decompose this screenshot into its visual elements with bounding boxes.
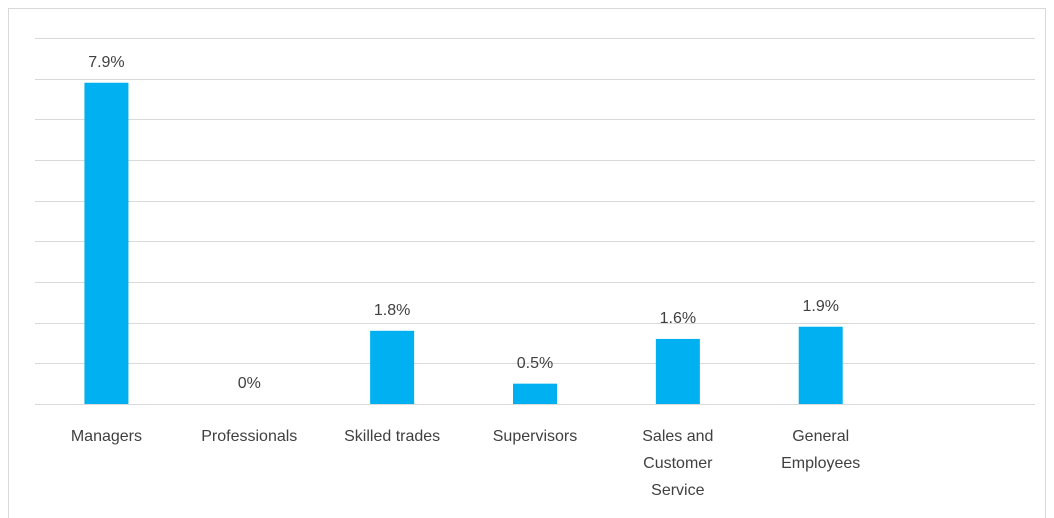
x-tick-label: Supervisors [492,428,578,445]
x-tick-label: Sales and Customer Service [642,428,714,499]
x-tick-label: Skilled trades [344,428,441,445]
data-label: 0.5% [517,355,553,372]
x-tick-label: Professionals [201,428,298,445]
bar [513,383,557,404]
data-label: 7.9% [88,54,124,71]
chart-frame [8,8,1046,518]
bar [798,326,843,404]
bar [84,82,129,404]
data-label: 1.9% [802,298,838,315]
bar [370,330,415,404]
data-label: 0% [238,375,261,392]
bar [655,338,700,404]
x-tick-label: Managers [70,428,142,445]
x-tick-label: General Employees [781,428,861,472]
data-label: 1.8% [374,302,410,319]
data-label: 1.6% [660,310,696,327]
